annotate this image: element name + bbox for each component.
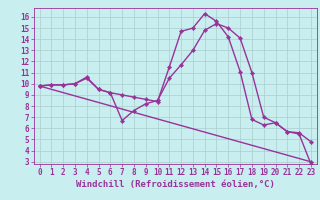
X-axis label: Windchill (Refroidissement éolien,°C): Windchill (Refroidissement éolien,°C) (76, 180, 275, 189)
